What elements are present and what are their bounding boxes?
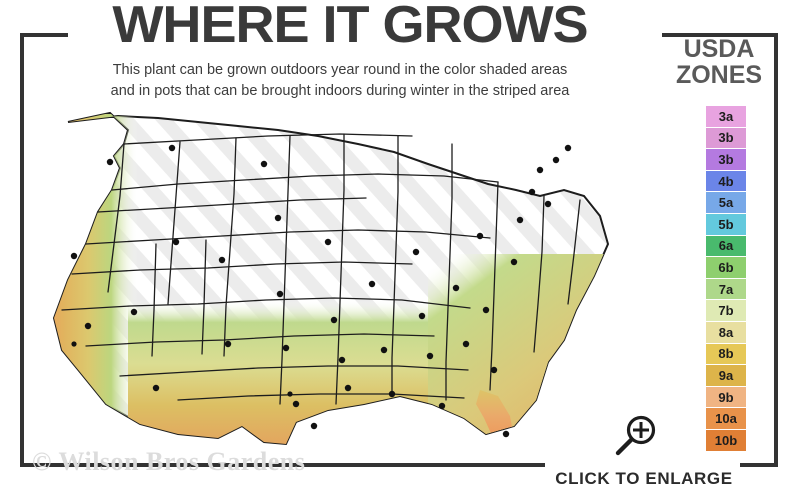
frame-border-bottom-left: [20, 463, 545, 467]
frame-border-right: [774, 33, 778, 467]
city-marker: [452, 284, 460, 292]
click-to-enlarge-label[interactable]: CLICK TO ENLARGE: [555, 469, 733, 488]
city-marker: [338, 356, 346, 364]
city-marker: [368, 280, 376, 288]
zone-gradient-southeast: [428, 254, 608, 444]
city-marker: [344, 384, 352, 392]
city-marker: [552, 156, 560, 164]
subtitle-line-1: This plant can be grown outdoors year ro…: [112, 62, 568, 78]
state-borders: [61, 133, 581, 405]
city-marker: [502, 430, 510, 438]
city-marker: [516, 216, 524, 224]
frame-border-top-left: [20, 33, 68, 37]
frame-border-bottom-right: [740, 463, 778, 467]
city-marker: [71, 341, 77, 347]
city-marker: [172, 238, 180, 246]
city-marker: [260, 160, 268, 168]
city-marker: [482, 306, 490, 314]
city-marker: [282, 344, 290, 352]
city-marker: [106, 158, 114, 166]
watermark: © Wilson Bros Gardens: [32, 447, 306, 476]
city-marker: [70, 252, 78, 260]
city-markers: [70, 144, 572, 438]
zone-swatch-9b-13[interactable]: 9b: [706, 386, 746, 409]
city-marker: [388, 390, 396, 398]
zone-swatch-7a-8[interactable]: 7a: [706, 278, 746, 301]
zone-swatch-8a-10[interactable]: 8a: [706, 321, 746, 344]
zone-swatch-8b-11[interactable]: 8b: [706, 343, 746, 366]
page-title: WHERE IT GROWS: [112, 0, 588, 54]
frame-border-left: [20, 33, 24, 467]
city-marker: [510, 258, 518, 266]
city-marker: [292, 400, 300, 408]
zone-gradient-west-coast: [54, 114, 138, 444]
legend-title-line-1: USDA: [683, 35, 755, 63]
city-marker: [276, 290, 284, 298]
zone-swatch-5a-4[interactable]: 5a: [706, 192, 746, 214]
usda-zone-map[interactable]: [28, 104, 643, 454]
zone-swatch-3a-0[interactable]: 3a: [706, 106, 746, 128]
city-marker: [438, 402, 446, 410]
city-marker: [528, 188, 536, 196]
city-marker: [476, 232, 484, 240]
city-marker: [330, 316, 338, 324]
page-subtitle: This plant can be grown outdoors year ro…: [30, 60, 650, 102]
city-marker: [426, 352, 434, 360]
zone-swatch-3b-2[interactable]: 3b: [706, 149, 746, 171]
city-marker: [412, 248, 420, 256]
zone-swatch-9a-12[interactable]: 9a: [706, 365, 746, 387]
frame-border-top-right: [662, 33, 778, 37]
zone-swatch-7b-9[interactable]: 7b: [706, 300, 746, 322]
city-marker: [462, 340, 470, 348]
zone-swatch-10b-15[interactable]: 10b: [706, 429, 746, 452]
city-marker: [536, 166, 544, 174]
zone-swatch-3b-1[interactable]: 3b: [706, 127, 746, 150]
zone-swatch-5b-5[interactable]: 5b: [706, 213, 746, 236]
zone-swatch-6a-6[interactable]: 6a: [706, 235, 746, 258]
city-marker: [544, 200, 552, 208]
city-marker: [168, 144, 176, 152]
subtitle-line-2: and in pots that can be brought indoors …: [110, 83, 570, 99]
zone-swatch-6b-7[interactable]: 6b: [706, 257, 746, 279]
city-marker: [152, 384, 160, 392]
city-marker: [418, 312, 426, 320]
city-marker: [218, 256, 226, 264]
usda-zone-legend[interactable]: 3a 3b 3b 4b 5a 5b 6a 6b 7a 7b 8a 8b 9a 9b 10a 10b: [706, 106, 746, 452]
city-marker: [84, 322, 92, 330]
city-marker: [287, 391, 293, 397]
map-graphic: [52, 111, 610, 446]
legend-title-line-2: ZONES: [675, 61, 763, 89]
zone-swatch-10a-14[interactable]: 10a: [706, 408, 746, 430]
city-marker: [274, 214, 282, 222]
magnifier-plus-icon[interactable]: [613, 415, 659, 457]
city-marker: [130, 308, 138, 316]
city-marker: [224, 340, 232, 348]
city-marker: [380, 346, 388, 354]
city-marker: [310, 422, 318, 430]
legend-title: USDA ZONES: [660, 36, 778, 88]
city-marker: [564, 144, 572, 152]
zone-swatch-4b-3[interactable]: 4b: [706, 170, 746, 193]
city-marker: [324, 238, 332, 246]
city-marker: [490, 366, 498, 374]
